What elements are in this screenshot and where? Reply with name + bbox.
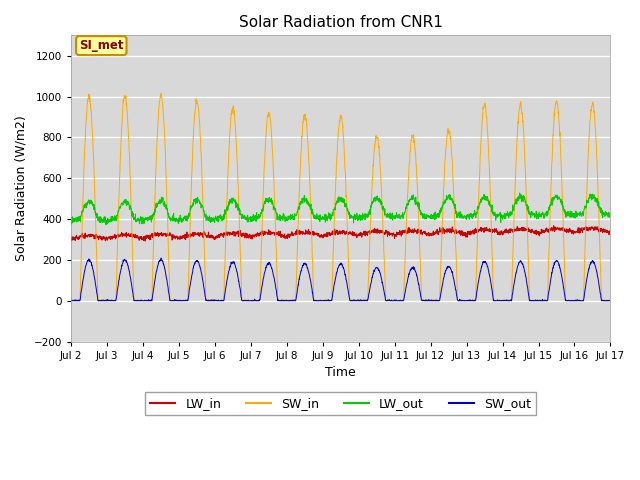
SW_in bbox=[369, 180, 376, 186]
Title: Solar Radiation from CNR1: Solar Radiation from CNR1 bbox=[239, 15, 443, 30]
Line: LW_in: LW_in bbox=[71, 226, 611, 241]
X-axis label: Time: Time bbox=[325, 366, 356, 379]
LW_in bbox=[356, 232, 364, 238]
SW_out bbox=[559, 280, 567, 286]
Line: SW_out: SW_out bbox=[71, 258, 611, 301]
LW_out bbox=[102, 222, 110, 228]
SW_in bbox=[607, 298, 614, 303]
SW_out bbox=[356, 297, 364, 303]
SW_out bbox=[368, 274, 376, 280]
LW_in bbox=[559, 227, 567, 233]
SW_out bbox=[607, 298, 614, 304]
LW_out bbox=[368, 199, 376, 205]
SW_out bbox=[218, 298, 225, 304]
LW_out bbox=[67, 217, 75, 223]
Text: SI_met: SI_met bbox=[79, 39, 124, 52]
SW_in bbox=[67, 298, 75, 303]
SW_in bbox=[218, 298, 226, 303]
LW_in bbox=[498, 231, 506, 237]
LW_out bbox=[218, 216, 225, 222]
SW_in bbox=[559, 220, 567, 226]
LW_in bbox=[141, 238, 149, 244]
LW_out bbox=[574, 212, 582, 217]
SW_in bbox=[67, 298, 75, 304]
Line: LW_out: LW_out bbox=[71, 193, 611, 225]
LW_out bbox=[498, 215, 506, 220]
SW_in bbox=[574, 298, 582, 303]
LW_in bbox=[607, 229, 614, 235]
Legend: LW_in, SW_in, LW_out, SW_out: LW_in, SW_in, LW_out, SW_out bbox=[145, 392, 536, 415]
LW_out bbox=[607, 214, 614, 219]
SW_out bbox=[67, 298, 75, 304]
LW_in bbox=[67, 237, 75, 242]
LW_in bbox=[368, 229, 376, 235]
SW_in bbox=[356, 298, 364, 304]
SW_out bbox=[157, 255, 165, 261]
LW_out bbox=[559, 207, 567, 213]
SW_out bbox=[574, 298, 582, 304]
LW_in bbox=[574, 225, 582, 230]
SW_in bbox=[498, 298, 506, 304]
LW_out bbox=[516, 190, 524, 196]
SW_out bbox=[498, 298, 506, 304]
LW_in bbox=[218, 230, 225, 236]
LW_in bbox=[550, 223, 557, 228]
Line: SW_in: SW_in bbox=[71, 93, 611, 301]
Y-axis label: Solar Radiation (W/m2): Solar Radiation (W/m2) bbox=[15, 116, 28, 261]
SW_in bbox=[157, 90, 165, 96]
LW_out bbox=[356, 212, 364, 218]
